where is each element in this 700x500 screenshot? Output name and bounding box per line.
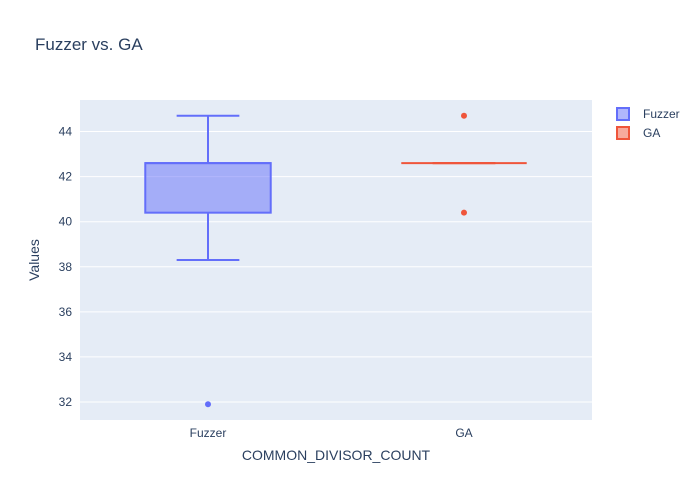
y-tick-labels: 32 34 36 38 40 42 44 [59,125,73,409]
x-axis-title: COMMON_DIVISOR_COUNT [242,447,431,463]
legend-item-fuzzer[interactable]: Fuzzer [616,107,680,121]
y-tick-label: 32 [59,395,73,409]
x-tick-labels: Fuzzer GA [190,426,473,440]
x-tick-label: Fuzzer [190,426,227,440]
legend-label: Fuzzer [643,107,680,121]
outlier-point [205,401,211,408]
y-tick-label: 34 [59,350,73,364]
y-tick-label: 38 [59,260,73,274]
legend-swatch [616,107,630,121]
box-iqr [144,162,272,214]
outlier-point [461,112,467,119]
box-fuzzer [144,114,272,408]
legend-label: GA [643,126,660,140]
chart-title: Fuzzer vs. GA [35,35,143,54]
y-axis-title: Values [26,239,42,281]
y-tick-label: 44 [59,125,73,139]
plot-area [80,100,592,420]
legend[interactable]: Fuzzer GA [616,107,680,140]
y-tick-label: 36 [59,305,73,319]
legend-swatch [616,126,630,140]
legend-item-ga[interactable]: GA [616,126,660,140]
box-series [144,112,527,408]
outlier-point [461,209,467,216]
x-tick-label: GA [455,426,472,440]
box-ga [401,112,527,216]
y-tick-label: 40 [59,215,73,229]
y-tick-label: 42 [59,170,73,184]
